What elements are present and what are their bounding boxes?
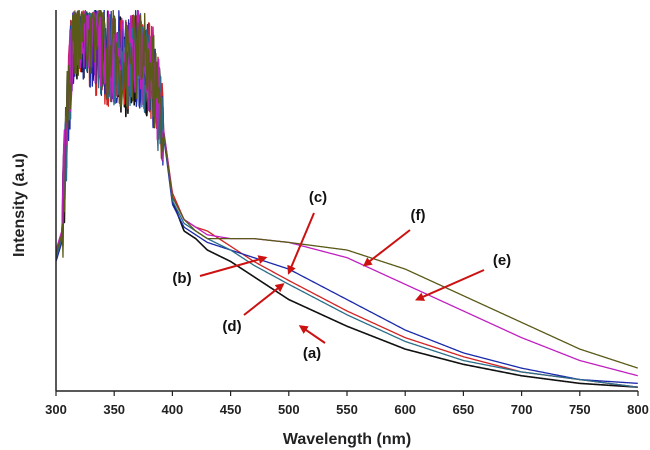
y-axis-label: Intensity (a.u) xyxy=(11,153,28,257)
series-layer xyxy=(56,10,638,388)
x-tick-label: 500 xyxy=(278,402,300,417)
x-tick-label: 700 xyxy=(511,402,533,417)
x-tick-label: 300 xyxy=(45,402,67,417)
annotation-label: (b) xyxy=(172,270,191,287)
annotation-arrow xyxy=(362,229,411,267)
annotation-layer: (a) (b) (c) (d) (e) (f) xyxy=(172,189,511,362)
annotation-label: (d) xyxy=(222,318,241,335)
annotation-arrow xyxy=(243,283,285,316)
series-line-f xyxy=(56,10,638,369)
annotation-label: (c) xyxy=(309,189,327,206)
annotation-label: (f) xyxy=(411,207,426,224)
annotation-label: (a) xyxy=(303,345,321,362)
annotation-arrow xyxy=(298,325,326,344)
x-axis-label: Wavelength (nm) xyxy=(283,431,411,448)
x-tick-label: 600 xyxy=(394,402,416,417)
x-tick-label: 550 xyxy=(336,402,358,417)
series-line-c xyxy=(56,10,638,385)
x-tick-label: 650 xyxy=(453,402,475,417)
x-tick-label: 750 xyxy=(569,402,591,417)
x-tick-label: 350 xyxy=(103,402,125,417)
x-tick-label: 450 xyxy=(220,402,242,417)
x-tick-label: 800 xyxy=(627,402,649,417)
x-ticks: 300 350 400 450 500 550 600 650 700 750 800 xyxy=(45,391,649,417)
x-tick-label: 400 xyxy=(162,402,184,417)
annotation-label: (e) xyxy=(493,252,511,269)
annotation-arrow xyxy=(199,255,268,277)
annotation-arrow xyxy=(415,269,485,301)
annotation-arrow xyxy=(287,212,315,275)
